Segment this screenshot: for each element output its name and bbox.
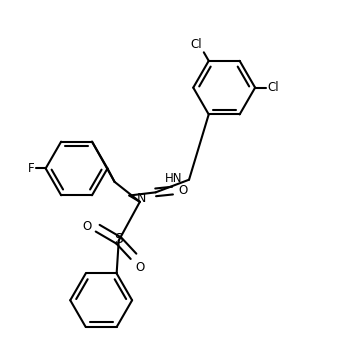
Text: Cl: Cl [190, 38, 202, 50]
Text: O: O [179, 184, 188, 197]
Text: Cl: Cl [267, 81, 279, 94]
Text: S: S [114, 232, 123, 246]
Text: F: F [27, 162, 34, 175]
Text: N: N [137, 192, 146, 205]
Text: HN: HN [165, 172, 183, 185]
Text: O: O [82, 220, 91, 233]
Text: O: O [135, 261, 145, 274]
